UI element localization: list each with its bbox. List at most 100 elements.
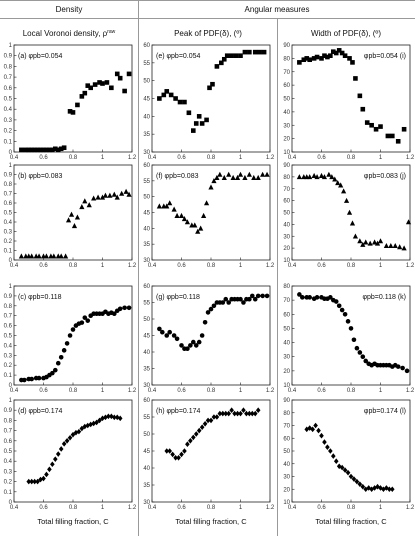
data-point [196,114,202,119]
data-point [238,296,243,302]
data-point [329,174,335,180]
data-point [61,441,67,447]
data-point [53,146,58,152]
data-point [26,478,32,485]
data-point [88,85,93,91]
y-tick-label: 40 [283,110,290,116]
data-point [117,306,123,312]
data-point [29,147,34,153]
data-point [126,305,132,311]
y-tick-label: 55 [143,179,150,185]
data-point [357,350,363,355]
data-point [192,222,198,228]
data-point [338,182,344,188]
data-point [384,485,389,491]
data-point [58,146,64,152]
data-point [339,307,345,313]
data-point [117,75,123,81]
data-point [351,476,357,482]
data-point [349,220,356,226]
data-point [53,456,58,462]
data-point [32,147,37,153]
panel-label: φpb=0.174 (l) [364,408,406,415]
x-tick-label: 1 [239,155,243,161]
y-tick-label: 0.6 [4,201,13,207]
data-point [102,192,109,198]
data-point [357,93,363,99]
data-point [223,410,229,417]
data-point [203,200,210,206]
data-point [50,370,55,376]
y-tick-label: 35 [143,367,150,373]
data-point [185,346,190,352]
x-tick-label: 1 [379,263,383,269]
x-tick-label: 0.8 [347,263,356,269]
data-point [117,415,123,422]
data-point [210,81,215,87]
data-point [188,343,193,348]
data-point [164,333,170,338]
panel-8: 0.4 0.6 0.8 1 1.2 30 35 40 45 50 55 60 (g) φpb=0.118 [143,284,275,394]
data-point [107,192,113,198]
data-point [73,429,79,436]
data-point [348,326,354,331]
data-point [332,176,338,182]
y-tick-label: 0.8 [4,418,13,424]
data-point [100,81,105,86]
data-point [29,478,34,485]
data-point [342,311,348,317]
data-point [360,106,366,112]
data-point [390,486,395,493]
y-tick-label: 0.5 [4,334,13,340]
y-tick-label: 55 [143,301,150,307]
data-point [319,432,324,439]
x-tick-label: 0.6 [39,263,48,269]
data-point [346,209,353,215]
panel-axes-box [13,44,133,153]
data-point [199,424,205,430]
x-tick-label: 0.8 [207,263,216,269]
data-point [347,56,352,61]
y-tick-label: 1 [9,284,13,290]
y-tick-label: 40 [143,466,150,472]
data-point [343,197,350,203]
y-tick-label: 0.2 [4,129,13,135]
panel-label: (d) φpb=0.174 [18,408,63,415]
x-tick-label: 0.8 [207,388,216,394]
data-point [300,295,305,300]
y-tick-label: 60 [143,43,150,49]
x-tick-label: 1.2 [266,505,275,511]
data-point [184,219,190,225]
data-point [171,206,177,212]
data-point [126,71,132,77]
data-point [47,466,52,473]
data-point [238,410,243,417]
x-tick-label: 1 [101,388,105,394]
data-point [363,239,369,245]
data-point [314,174,320,180]
data-point [208,417,214,424]
data-point [204,117,209,123]
y-tick-label: 0.3 [4,118,13,124]
data-point [193,431,199,437]
data-point [82,315,88,320]
x-tick-label: 0.6 [317,263,326,269]
y-tick-label: 30 [143,383,150,389]
x-tick-label: 0.6 [177,388,186,394]
data-point [67,333,73,338]
data-point [167,329,172,335]
y-tick-label: 20 [283,137,290,143]
data-point [122,305,127,311]
data-point [82,90,88,96]
data-point [307,174,313,180]
data-point [198,225,204,231]
x-tick-label: 1.2 [128,155,137,161]
data-point [252,410,258,417]
data-point [395,139,401,144]
data-point [22,377,27,383]
data-point [233,53,239,58]
panel-10: 0.4 0.6 0.8 1 1.2 0 0.1 0.2 0.3 0.4 0.5 0.6 0.7 0.8 0.… [4,398,137,511]
data-point [357,481,363,487]
data-point [255,174,261,180]
